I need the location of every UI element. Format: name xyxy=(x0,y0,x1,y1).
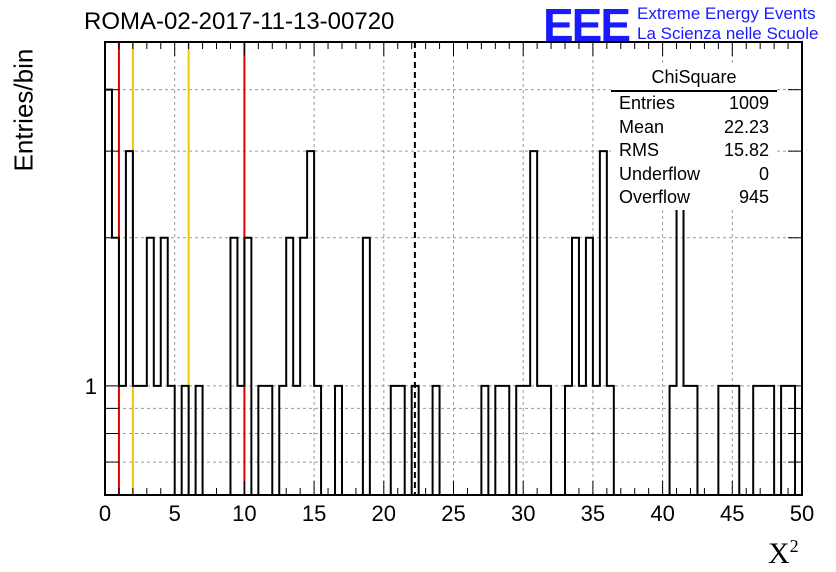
x-axis-label-sup: 2 xyxy=(789,536,799,556)
stats-value: 0 xyxy=(758,163,769,184)
stats-title: ChiSquare xyxy=(611,66,777,92)
x-tick-label: 20 xyxy=(372,501,396,526)
logo-line-1: Extreme Energy Events xyxy=(637,4,816,23)
x-tick-label: 0 xyxy=(99,501,111,526)
x-tick-label: 45 xyxy=(720,501,744,526)
stats-row-underflow: Underflow 0 xyxy=(611,163,777,187)
x-tick-label: 5 xyxy=(169,501,181,526)
stats-value: 945 xyxy=(738,187,769,207)
axis-ticks xyxy=(104,42,803,496)
x-tick-label: 40 xyxy=(650,501,674,526)
y-tick-label: 1 xyxy=(85,374,97,399)
stats-row-entries: Entries 1009 xyxy=(611,92,777,116)
logo-line-2: La Scienza nelle Scuole xyxy=(637,24,819,43)
stats-label: Overflow xyxy=(619,187,691,207)
plot-title: ROMA-02-2017-11-13-00720 xyxy=(84,8,395,35)
eee-logo: EEE xyxy=(543,0,631,51)
tick-labels: 0 5 10 15 20 25 30 35 40 45 50 1 xyxy=(85,374,814,526)
stats-label: Underflow xyxy=(619,163,701,184)
x-tick-label: 25 xyxy=(441,501,465,526)
stats-label: Entries xyxy=(619,93,676,113)
stats-label: Mean xyxy=(619,116,665,137)
stats-box: ChiSquare Entries 1009 Mean 22.23 RMS 15.82… xyxy=(611,66,777,210)
stats-value: 22.23 xyxy=(723,116,769,137)
x-axis-label-base: X xyxy=(768,537,790,570)
stats-value: 1009 xyxy=(728,93,769,113)
x-axis-label: X2 xyxy=(768,536,799,571)
grid-layer xyxy=(105,42,802,496)
x-tick-label: 30 xyxy=(511,501,535,526)
x-tick-label: 50 xyxy=(790,501,814,526)
stats-row-overflow: Overflow 945 xyxy=(611,186,777,210)
stats-row-mean: Mean 22.23 xyxy=(611,116,777,140)
stats-label: RMS xyxy=(619,140,659,160)
stats-value: 15.82 xyxy=(723,140,769,160)
x-tick-label: 10 xyxy=(232,501,256,526)
y-axis-label: Entries/bin xyxy=(8,48,39,172)
x-tick-label: 35 xyxy=(581,501,605,526)
stats-row-rms: RMS 15.82 xyxy=(611,139,777,163)
x-tick-label: 15 xyxy=(302,501,326,526)
